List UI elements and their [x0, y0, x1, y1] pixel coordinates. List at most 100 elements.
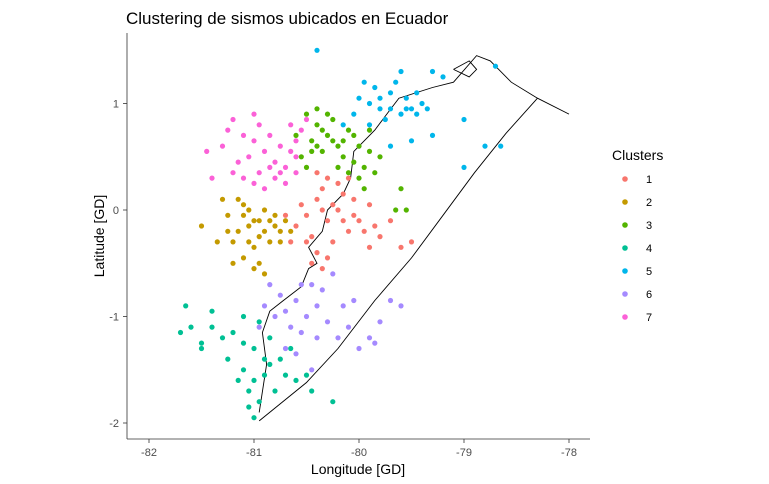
legend-key-6 — [622, 291, 628, 297]
data-point-cluster-2 — [267, 239, 273, 245]
data-point-cluster-4 — [330, 399, 336, 405]
data-point-cluster-6 — [335, 335, 341, 341]
data-point-cluster-4 — [209, 324, 215, 330]
data-point-cluster-7 — [261, 148, 268, 154]
data-point-cluster-6 — [340, 303, 346, 309]
data-point-cluster-4 — [309, 388, 315, 394]
data-point-cluster-5 — [361, 79, 367, 85]
data-point-cluster-7 — [240, 175, 247, 181]
data-point-cluster-4 — [256, 399, 262, 405]
data-point-cluster-2 — [198, 223, 205, 229]
data-point-cluster-7 — [251, 111, 257, 117]
legend-label-3: 3 — [646, 220, 652, 232]
data-point-cluster-6 — [272, 313, 278, 320]
data-point-cluster-1 — [303, 239, 310, 245]
data-point-cluster-1 — [319, 186, 325, 192]
data-point-cluster-4 — [246, 404, 252, 410]
legend-key-3 — [622, 222, 628, 228]
data-point-cluster-4 — [240, 313, 247, 320]
data-point-cluster-2 — [272, 212, 278, 218]
legend-key-1 — [622, 176, 628, 182]
x-tick-label: -81 — [246, 447, 262, 459]
x-tick-label: -82 — [141, 447, 157, 459]
data-point-cluster-7 — [282, 180, 289, 186]
y-tick-label: -1 — [109, 312, 119, 324]
data-point-cluster-4 — [230, 329, 236, 336]
data-point-cluster-2 — [256, 260, 262, 266]
data-point-cluster-3 — [303, 164, 310, 170]
data-point-cluster-1 — [345, 228, 352, 234]
data-point-cluster-1 — [387, 218, 394, 224]
data-point-cluster-6 — [298, 282, 304, 288]
data-point-cluster-7 — [288, 148, 294, 154]
data-point-cluster-5 — [387, 143, 394, 149]
legend-label-5: 5 — [646, 266, 652, 278]
data-point-cluster-7 — [256, 170, 262, 176]
data-point-cluster-3 — [314, 122, 320, 128]
data-point-cluster-5 — [403, 95, 409, 101]
data-point-cluster-1 — [324, 175, 331, 181]
data-point-cluster-7 — [288, 122, 294, 128]
data-point-cluster-7 — [277, 170, 283, 176]
data-point-cluster-2 — [246, 207, 252, 213]
data-point-cluster-3 — [309, 138, 315, 144]
data-point-cluster-2 — [288, 228, 294, 234]
data-point-cluster-1 — [372, 223, 378, 229]
data-point-cluster-1 — [408, 239, 415, 245]
data-point-cluster-7 — [235, 159, 241, 165]
data-point-cluster-7 — [303, 116, 310, 123]
data-point-cluster-5 — [398, 111, 404, 117]
data-point-cluster-7 — [267, 132, 273, 138]
data-point-cluster-6 — [261, 303, 268, 309]
data-point-cluster-2 — [251, 218, 257, 224]
data-point-cluster-2 — [225, 228, 231, 234]
data-point-cluster-5 — [340, 122, 346, 128]
data-point-cluster-2 — [277, 228, 283, 234]
data-point-cluster-7 — [272, 175, 278, 181]
coastline-outline — [258, 55, 570, 413]
data-point-cluster-6 — [303, 313, 310, 320]
data-point-cluster-7 — [251, 138, 257, 144]
data-point-cluster-1 — [335, 207, 341, 213]
data-point-cluster-2 — [230, 260, 236, 266]
y-axis-title: Latitude [GD] — [91, 195, 107, 278]
data-point-cluster-1 — [377, 234, 383, 240]
data-point-cluster-7 — [277, 143, 283, 149]
data-point-cluster-1 — [314, 250, 320, 256]
data-point-cluster-5 — [414, 111, 420, 117]
data-point-cluster-3 — [309, 148, 315, 154]
data-point-cluster-5 — [482, 143, 488, 149]
data-point-cluster-2 — [251, 244, 257, 250]
data-point-cluster-4 — [282, 372, 289, 378]
data-point-cluster-3 — [335, 164, 341, 170]
data-point-cluster-2 — [277, 239, 283, 245]
data-point-cluster-2 — [235, 196, 241, 202]
border-outline — [258, 97, 538, 422]
data-point-cluster-7 — [204, 148, 210, 154]
data-point-cluster-5 — [366, 100, 373, 107]
y-tick-label: -2 — [109, 418, 119, 430]
data-point-cluster-3 — [303, 111, 310, 117]
data-point-cluster-7 — [225, 127, 231, 133]
data-point-cluster-4 — [267, 361, 273, 367]
data-point-cluster-6 — [288, 324, 294, 330]
data-point-cluster-6 — [282, 308, 289, 314]
data-point-cluster-1 — [366, 202, 373, 208]
data-point-cluster-7 — [267, 164, 273, 170]
data-point-cluster-6 — [398, 303, 404, 309]
data-point-cluster-7 — [282, 164, 289, 170]
data-point-cluster-3 — [340, 154, 346, 160]
data-point-cluster-3 — [314, 143, 320, 149]
data-point-cluster-1 — [314, 170, 320, 176]
data-point-cluster-5 — [403, 106, 409, 112]
data-point-cluster-6 — [372, 340, 378, 346]
data-point-cluster-3 — [330, 138, 336, 144]
data-point-cluster-3 — [403, 207, 409, 213]
data-point-cluster-6 — [387, 297, 394, 304]
data-point-cluster-7 — [219, 143, 226, 149]
data-point-cluster-1 — [309, 260, 315, 266]
data-point-cluster-5 — [461, 164, 467, 170]
data-point-cluster-2 — [235, 228, 241, 234]
legend-title: Clusters — [612, 147, 663, 163]
data-point-cluster-5 — [398, 68, 404, 75]
